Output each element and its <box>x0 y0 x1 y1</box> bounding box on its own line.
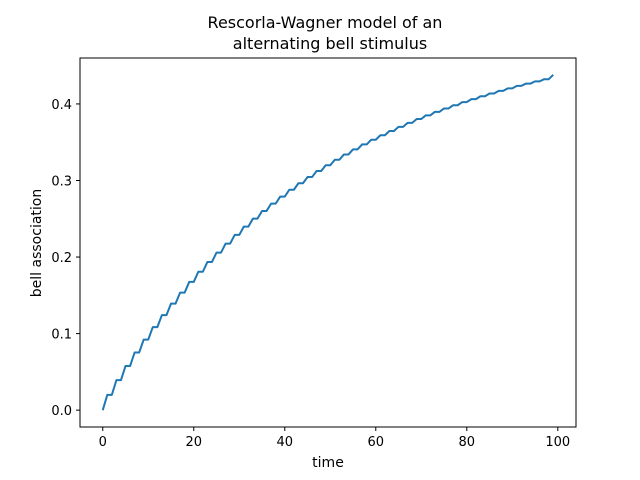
y-tick-label: 0.4 <box>51 98 72 113</box>
x-tick-label: 60 <box>368 435 385 450</box>
y-axis-label: bell association <box>29 189 45 297</box>
x-tick-label: 0 <box>99 435 107 450</box>
y-tick-label: 0.3 <box>51 174 72 189</box>
y-tick-label: 0.2 <box>51 251 72 266</box>
chart-title-line-1: Rescorla-Wagner model of an <box>208 13 443 32</box>
plot-area: 0 20 40 60 80 100 0.0 0.1 0.2 0.3 0.4 <box>51 57 577 450</box>
y-tick-label: 0.1 <box>51 328 72 343</box>
axes-frame <box>79 57 577 428</box>
series-line-0 <box>101 74 554 411</box>
y-tick-label: 0.0 <box>51 404 72 419</box>
x-tick-label: 40 <box>276 435 293 450</box>
x-tick-label: 20 <box>185 435 202 450</box>
x-tick-label: 100 <box>545 435 570 450</box>
chart-title-line-2: alternating bell stimulus <box>233 34 427 53</box>
x-axis-label: time <box>312 455 344 471</box>
x-tick-label: 80 <box>459 435 476 450</box>
